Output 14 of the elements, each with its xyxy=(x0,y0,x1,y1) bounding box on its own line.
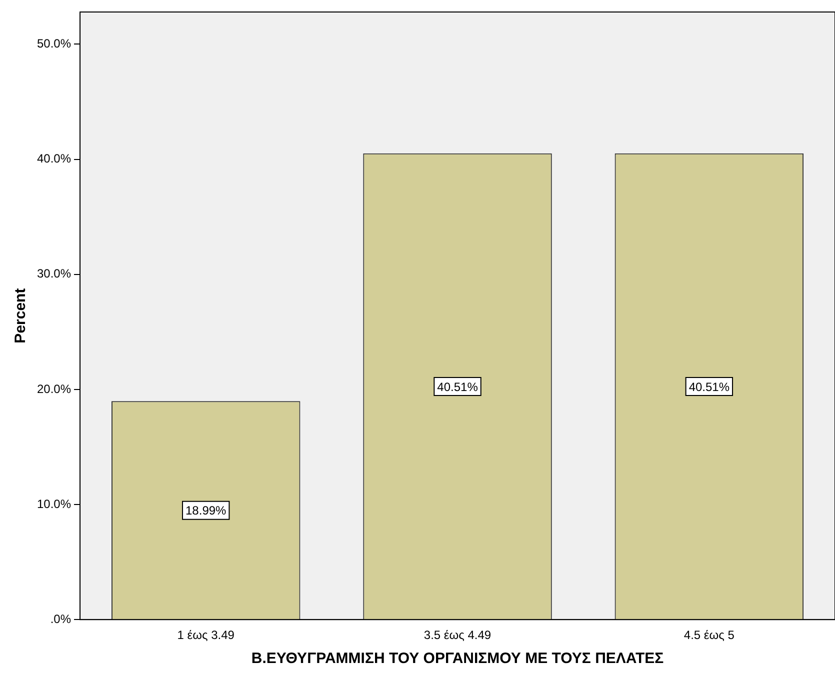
y-tick-label: 50.0% xyxy=(36,36,72,51)
y-tick-label: 20.0% xyxy=(36,382,72,396)
x-tick-label: 4.5 έως 5 xyxy=(684,628,735,642)
y-tick-label: 40.0% xyxy=(36,152,72,166)
x-tick-label: 1 έως 3.49 xyxy=(177,628,235,642)
data-label: 40.51% xyxy=(437,380,478,394)
x-axis-title: Β.ΕΥΘΥΓΡΑΜΜΙΣΗ ΤΟΥ ΟΡΓΑΝΙΣΜΟΥ ΜΕ ΤΟΥΣ ΠΕΛΑΤΕΣ xyxy=(251,650,664,668)
y-axis-title: Percent xyxy=(12,288,30,344)
y-tick-label: 30.0% xyxy=(36,266,72,281)
data-label: 18.99% xyxy=(186,504,227,518)
y-tick-label: .0% xyxy=(50,612,72,626)
y-tick-label: 10.0% xyxy=(36,496,72,511)
x-tick-label: 3.5 έως 4.49 xyxy=(424,628,492,642)
data-label: 40.51% xyxy=(688,380,730,394)
